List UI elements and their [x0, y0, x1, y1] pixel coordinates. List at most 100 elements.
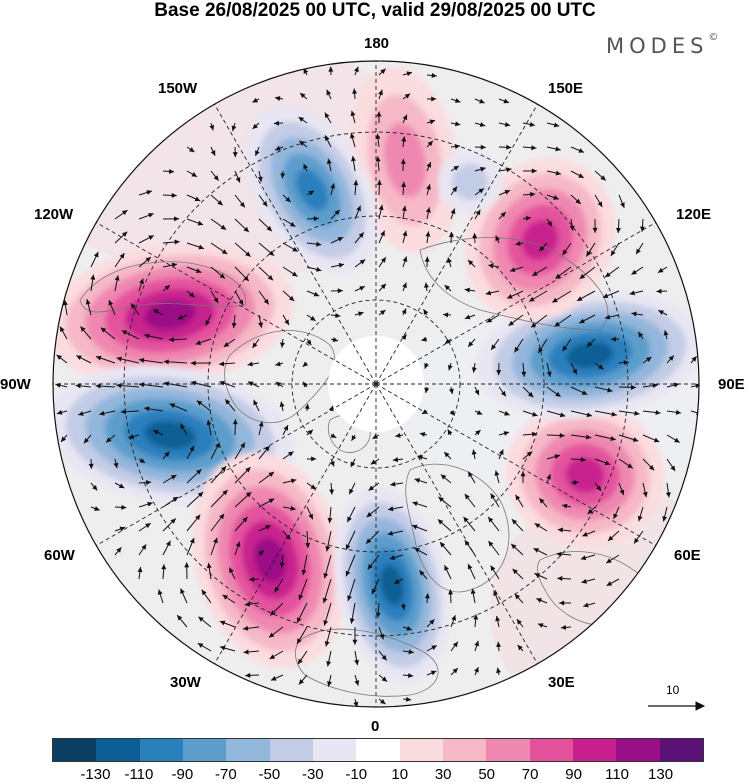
wind-vector-head: [471, 449, 477, 455]
wind-vector-head: [444, 565, 449, 571]
lon-label-180: 180: [364, 35, 390, 52]
wind-vector-head: [538, 347, 544, 354]
wind-vector-head: [285, 534, 291, 540]
wind-vector-head: [653, 437, 660, 443]
wind-vector-head: [440, 474, 447, 480]
wind-vector-head: [165, 540, 171, 547]
colorbar-tick-label: -10: [345, 766, 368, 783]
wind-vector-head: [620, 202, 625, 208]
colorbar-tick-label: -130: [80, 766, 111, 783]
wind-vector-head: [196, 469, 202, 475]
wind-vector-head: [379, 633, 385, 640]
colorbar-tick-label: 90: [565, 766, 582, 783]
wind-vector-head: [479, 122, 486, 127]
latitude-circle: [291, 299, 461, 469]
wind-vector-head: [189, 292, 195, 298]
wind-vector-head: [197, 220, 204, 226]
wind-vector-head: [533, 548, 540, 553]
wind-vector-head: [405, 696, 412, 702]
wind-vector-head: [114, 275, 120, 281]
wind-vector-head: [352, 88, 358, 94]
wind-vector-head: [452, 641, 458, 648]
meridian-line: [96, 383, 377, 546]
wind-vector-head: [555, 273, 561, 279]
wind-vector-head: [190, 360, 196, 366]
wind-vector-head: [298, 594, 304, 601]
wind-vector-head: [426, 184, 431, 190]
wind-vector-head: [520, 471, 526, 477]
lon-label-60w: 60W: [44, 547, 75, 564]
wind-vector-head: [83, 437, 89, 444]
colorbar-cell: [659, 739, 703, 761]
wind-vector-head: [562, 503, 568, 509]
wind-vector-head: [557, 527, 564, 533]
wind-vector-head: [375, 156, 381, 162]
wind-vector-head: [578, 173, 584, 178]
wind-vector-head: [547, 220, 553, 227]
wind-vector-head: [235, 177, 241, 183]
wind-vector-head: [144, 406, 150, 412]
wind-vector-head: [60, 326, 65, 333]
wind-vector-head: [539, 245, 545, 252]
wind-vector-head: [421, 336, 427, 342]
wind-vector-head: [368, 485, 375, 491]
wind-vector-head: [448, 232, 454, 238]
wind-vector-head: [401, 136, 407, 142]
wind-vector-head: [146, 190, 152, 195]
wind-vector-head: [464, 314, 471, 320]
wind-vector-head: [496, 641, 502, 648]
wind-vector-head: [597, 201, 603, 207]
wind-vectors: [55, 66, 699, 707]
wind-vector-head: [592, 227, 598, 233]
wind-vector-head: [268, 471, 274, 477]
wind-vector-head: [99, 410, 105, 416]
anomaly-center-pos-3: [192, 451, 348, 669]
colorbar: [52, 738, 704, 762]
wind-vector-head: [448, 388, 454, 395]
wind-vector-head: [414, 548, 420, 553]
wind-vector-head: [604, 460, 611, 466]
wind-vector-head: [630, 384, 636, 390]
wind-vector-head: [139, 278, 144, 285]
wind-vector-head: [370, 459, 377, 465]
wind-vector-head: [531, 431, 538, 437]
wind-vector-head: [401, 205, 407, 212]
wind-vector-head: [220, 224, 227, 230]
wind-vector-head: [485, 290, 492, 296]
wind-vector-head: [219, 513, 225, 520]
wind-vector-head: [472, 233, 478, 239]
colorbar-tick-label: -70: [215, 766, 237, 783]
wind-vector-head: [419, 432, 426, 437]
wind-vector-head: [128, 434, 135, 440]
wind-vector: [690, 410, 699, 415]
wind-vector-head: [55, 382, 61, 388]
wind-vector-head: [303, 381, 309, 388]
colorbar-cell: [399, 739, 443, 761]
wind-vector-head: [257, 176, 263, 182]
anomaly-contour: [144, 300, 196, 330]
wind-vector-head: [553, 195, 559, 200]
wind-vector-head: [452, 668, 458, 674]
wind-vector-head: [148, 235, 154, 240]
wind-vector-head: [378, 204, 384, 211]
wind-vector-head: [500, 390, 506, 397]
wind-vector-head: [429, 619, 435, 625]
wind-vector-head: [121, 330, 128, 335]
wind-vector-head: [675, 409, 682, 415]
wind-vector-head: [463, 516, 469, 523]
wind-vector-head: [231, 125, 237, 132]
wind-vector-head: [496, 667, 501, 674]
wind-vector-head: [62, 300, 68, 306]
wind-vector-head: [177, 314, 184, 320]
wind-vector-head: [95, 383, 101, 389]
wind-vector-head: [468, 259, 474, 266]
wind-vector-head: [580, 555, 587, 561]
wind-vector-head: [274, 96, 281, 101]
wind-vector-head: [480, 166, 486, 172]
wind-vector-head: [323, 572, 329, 579]
wind-vector-head: [534, 573, 541, 578]
anomaly-contour: [253, 537, 287, 583]
wind-vector-head: [88, 463, 94, 469]
wind-vector-head: [546, 371, 552, 377]
wind-vector-head: [631, 311, 637, 317]
